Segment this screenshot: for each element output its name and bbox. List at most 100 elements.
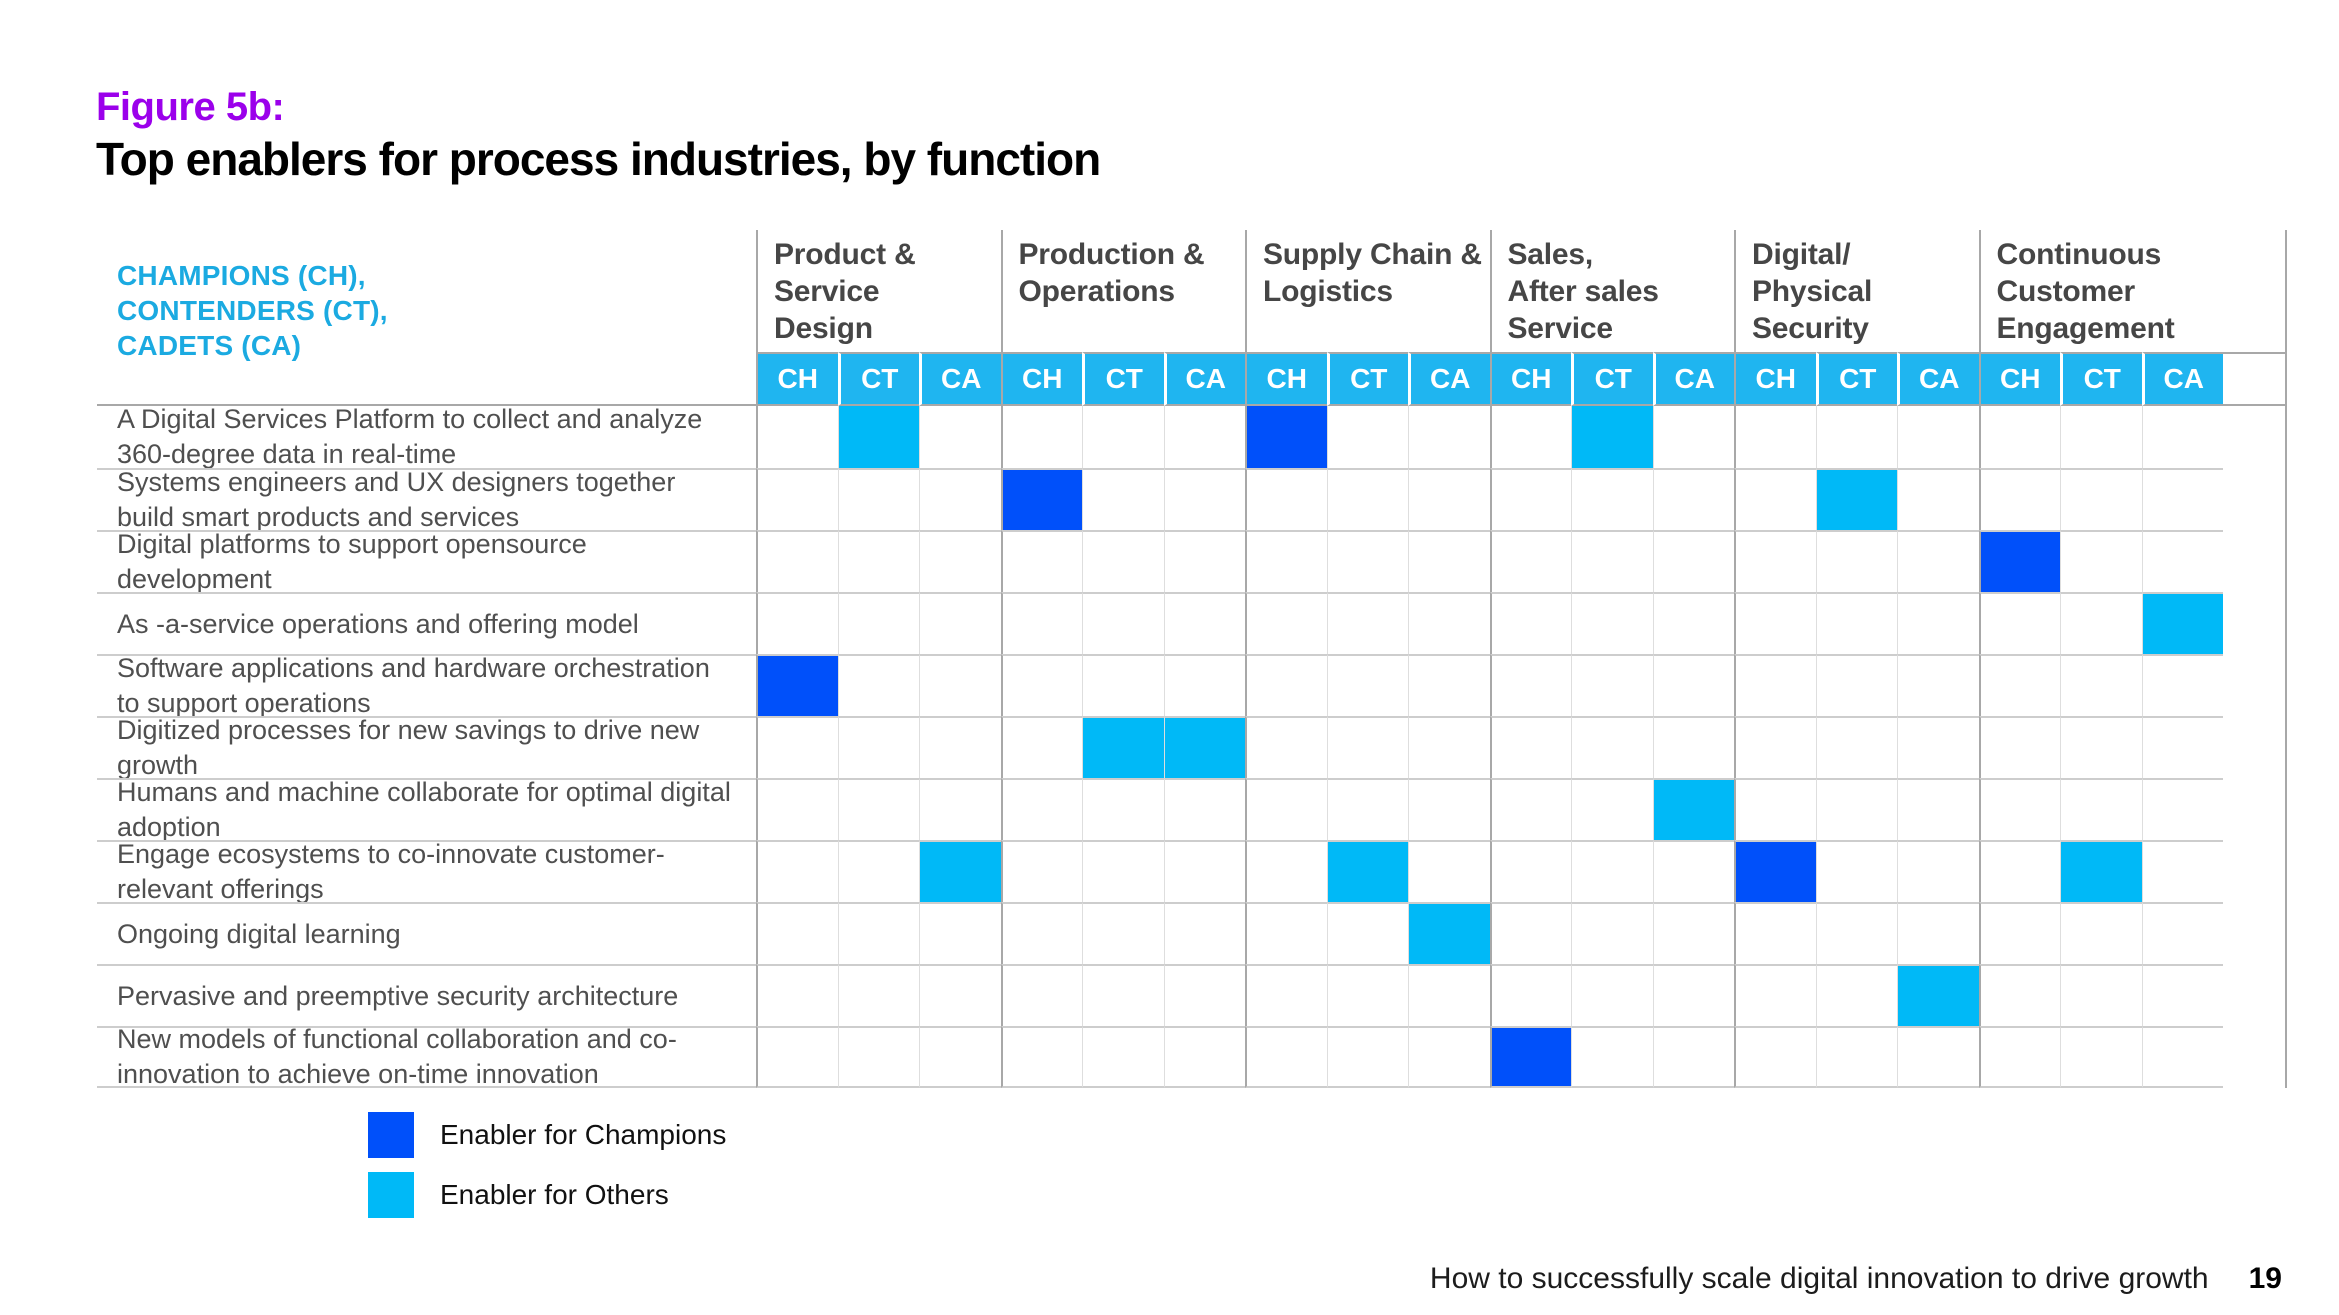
matrix-cell: [1326, 964, 1408, 1026]
matrix-cell: [1897, 1026, 1979, 1088]
column-group-header-4: Sales, After sales Service: [1489, 230, 1735, 352]
legend-swatch-champions: [368, 1112, 414, 1158]
matrix-cell-filled: [1734, 840, 1816, 902]
matrix-cell: [1489, 716, 1571, 778]
matrix-cell: [1326, 530, 1408, 592]
matrix-cell: [1000, 716, 1082, 778]
subcolumn-header-ca: CA: [1408, 352, 1490, 406]
matrix-cell: [1652, 716, 1734, 778]
matrix-cell: [1652, 592, 1734, 654]
subcolumn-header-ct: CT: [1815, 352, 1897, 406]
matrix-cell: [1326, 902, 1408, 964]
figure-header: Figure 5b: Top enablers for process indu…: [96, 84, 1101, 186]
matrix-right-border: [2223, 778, 2287, 840]
matrix-cell: [1734, 778, 1816, 840]
matrix-cell: [756, 840, 838, 902]
matrix-cell: [1000, 406, 1083, 468]
matrix-cell: [1652, 406, 1735, 468]
matrix-cell: [1734, 468, 1816, 530]
matrix-cell: [1245, 716, 1327, 778]
matrix-cell: [1408, 530, 1490, 592]
matrix-cell: [1571, 654, 1653, 716]
matrix-cell: [1489, 902, 1571, 964]
matrix-cell: [1245, 964, 1327, 1026]
matrix-cell: [2060, 716, 2142, 778]
matrix-cell: [1897, 902, 1979, 964]
matrix-cell-filled: [1163, 716, 1245, 778]
matrix-cell: [1163, 468, 1245, 530]
matrix-cell: [1978, 902, 2060, 964]
legend-label-champions: Enabler for Champions: [440, 1119, 727, 1150]
matrix-cell: [919, 778, 1001, 840]
row-label: Digitized processes for new savings to d…: [97, 715, 756, 780]
row-label: Systems engineers and UX designers toget…: [97, 467, 756, 532]
matrix-cell: [1489, 964, 1571, 1026]
row-label: New models of functional collaboration a…: [97, 1024, 756, 1089]
column-group-header-2: Production & Operations: [1000, 230, 1246, 352]
matrix-cell: [1408, 840, 1490, 902]
row-label: Pervasive and preemptive security archit…: [97, 964, 756, 1026]
matrix-cell: [1163, 530, 1245, 592]
matrix-cell: [1163, 840, 1245, 902]
matrix-cell: [837, 468, 919, 530]
matrix-cell: [1408, 1026, 1490, 1088]
bar-row-label-gap: [97, 352, 756, 406]
matrix-cell: [756, 468, 838, 530]
matrix-cell-filled: [1082, 716, 1164, 778]
matrix-cell-filled: [1978, 530, 2060, 592]
matrix-cell-filled: [1815, 468, 1897, 530]
legend: Enabler for Champions Enabler for Others: [368, 1112, 726, 1218]
matrix-right-border: [2223, 230, 2287, 352]
matrix-cell: [919, 654, 1001, 716]
matrix-cell: [1408, 716, 1490, 778]
matrix-cell: [1815, 840, 1897, 902]
legend-label-others: Enabler for Others: [440, 1179, 669, 1210]
matrix-cell: [1734, 716, 1816, 778]
matrix-cell: [1734, 1026, 1816, 1088]
matrix-right-border: [2223, 654, 2287, 716]
matrix-cell: [1978, 716, 2060, 778]
matrix-cell: [2060, 1026, 2142, 1088]
matrix-cell: [2141, 654, 2223, 716]
matrix-cell: [1571, 964, 1653, 1026]
matrix-right-border: [2223, 902, 2287, 964]
matrix-cell: [1408, 592, 1490, 654]
subcolumn-header-ch: CH: [756, 352, 838, 406]
matrix-cell: [1326, 778, 1408, 840]
matrix-right-border: [2223, 468, 2287, 530]
matrix-cell: [2060, 468, 2142, 530]
matrix-cell: [837, 592, 919, 654]
matrix-cell: [1408, 468, 1490, 530]
legend-swatch-others: [368, 1172, 414, 1218]
matrix-cell: [1489, 654, 1571, 716]
matrix-cell: [1082, 406, 1164, 468]
column-group-header-1: Product & Service Design: [756, 230, 1001, 352]
matrix-cell: [1489, 406, 1572, 468]
matrix-cell: [756, 902, 838, 964]
row-label: Ongoing digital learning: [97, 902, 756, 964]
matrix-cell: [1408, 964, 1490, 1026]
matrix-right-border: [2223, 592, 2287, 654]
matrix-cell: [837, 840, 919, 902]
matrix-cell: [1897, 654, 1979, 716]
matrix-cell: [1163, 902, 1245, 964]
matrix-cell: [1652, 468, 1734, 530]
matrix-cell: [2060, 778, 2142, 840]
matrix-cell: [1082, 902, 1164, 964]
matrix-cell: [1734, 654, 1816, 716]
matrix-cell: [1245, 654, 1327, 716]
matrix-cell: [1000, 654, 1082, 716]
matrix-cell: [1897, 592, 1979, 654]
matrix-cell: [2060, 964, 2142, 1026]
matrix-cell: [1815, 530, 1897, 592]
matrix-cell: [756, 592, 838, 654]
matrix-cell: [919, 716, 1001, 778]
matrix-cell: [1163, 964, 1245, 1026]
matrix-cell: [1326, 1026, 1408, 1088]
matrix-cell: [919, 530, 1001, 592]
matrix-cell-filled: [2141, 592, 2223, 654]
matrix-cell: [2141, 840, 2223, 902]
matrix-cell: [1489, 778, 1571, 840]
matrix-cell: [756, 406, 838, 468]
matrix-cell: [1489, 840, 1571, 902]
